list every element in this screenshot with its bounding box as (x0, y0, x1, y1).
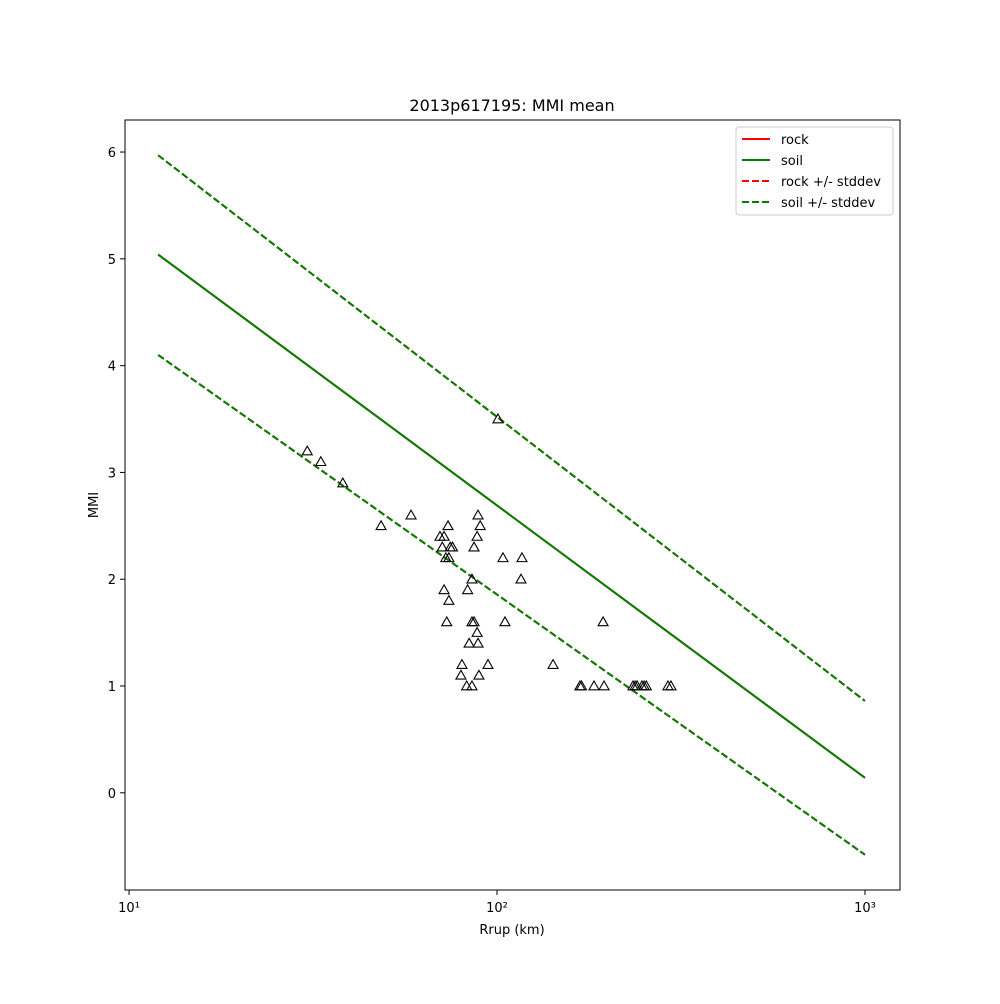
observation-marker (588, 679, 600, 691)
legend-label: soil (781, 154, 803, 169)
series-line (157, 154, 866, 702)
observation-marker (516, 551, 528, 563)
observation-marker (461, 583, 474, 595)
observation-marker (515, 573, 527, 584)
observation-marker (466, 573, 478, 584)
legend-label: soil +/- stddev (781, 196, 876, 211)
observation-marker (442, 594, 455, 605)
x-tick-label: 10¹ (118, 901, 140, 916)
observation-marker (442, 519, 454, 531)
observation-marker (436, 541, 449, 552)
observation-marker (492, 412, 504, 424)
observation-marker (598, 679, 611, 691)
observation-marker (547, 658, 559, 669)
observation-marker (472, 637, 484, 648)
y-tick-label: 1 (108, 680, 116, 695)
observation-marker (446, 541, 459, 552)
observation-marker (314, 455, 327, 467)
legend-label: rock +/- stddev (781, 175, 881, 190)
observation-marker (463, 637, 476, 648)
plot-frame (124, 119, 901, 891)
y-tick-label: 4 (108, 360, 116, 375)
observation-marker (472, 669, 485, 680)
observation-marker (597, 615, 610, 627)
observation-marker (482, 658, 494, 669)
x-tick-label: 10² (486, 901, 508, 916)
x-tick-label: 10³ (854, 901, 876, 916)
legend-label: rock (781, 133, 809, 148)
observation-marker (468, 541, 480, 552)
observation-marker (474, 519, 487, 531)
observation-marker (405, 509, 418, 520)
chart-title: 2013p617195: MMI mean (409, 96, 614, 115)
y-tick-label: 5 (108, 253, 116, 268)
observation-marker (575, 679, 588, 691)
observation-marker (438, 530, 451, 541)
observation-marker (471, 626, 484, 637)
observation-marker (456, 658, 468, 669)
series-line (157, 253, 866, 779)
y-tick-label: 0 (108, 787, 116, 802)
observation-marker (497, 551, 509, 563)
observation-marker (375, 519, 387, 531)
x-axis-label: Rrup (km) (479, 923, 544, 938)
observation-marker (440, 615, 453, 627)
observation-marker (665, 679, 677, 691)
observation-marker (499, 615, 511, 627)
legend-box (735, 126, 894, 216)
y-axis-label: MMI (87, 492, 102, 518)
y-tick-label: 3 (108, 466, 116, 481)
observation-marker (438, 583, 451, 595)
observation-marker (301, 444, 314, 456)
observation-marker (336, 476, 349, 488)
y-tick-label: 6 (108, 146, 116, 161)
observation-marker (471, 530, 484, 541)
observation-marker (640, 679, 653, 691)
observation-marker (460, 679, 473, 691)
observation-marker (466, 679, 478, 691)
observation-marker (455, 669, 467, 680)
observation-marker (468, 615, 480, 627)
series-line (157, 354, 866, 856)
observation-marker (442, 551, 455, 563)
y-tick-label: 2 (108, 573, 116, 588)
observation-marker (472, 509, 484, 520)
